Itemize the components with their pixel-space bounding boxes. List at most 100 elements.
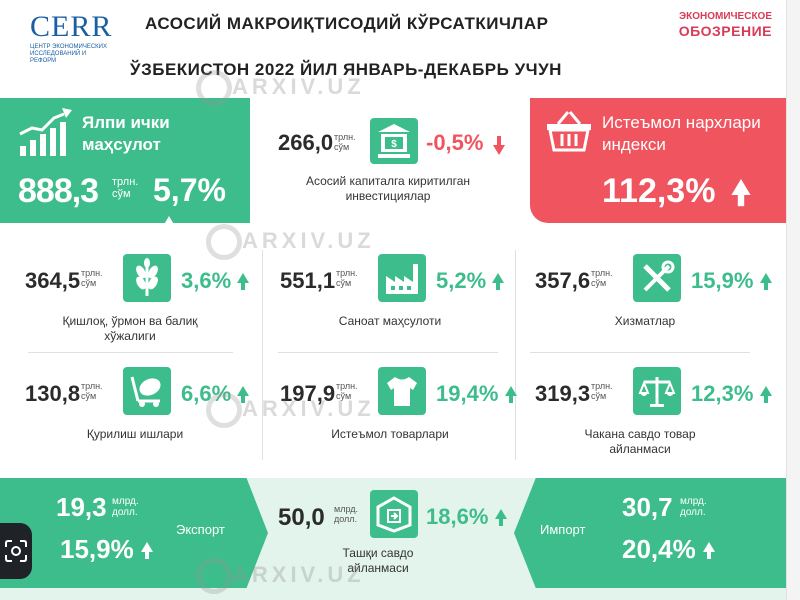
watermark-ring: [196, 558, 232, 594]
import-growth: 20,4%: [622, 534, 715, 565]
investment-label: Асосий капиталга киритилган инвестицияла…: [305, 174, 471, 203]
gdp-unit: трлн. сўм: [112, 176, 139, 200]
import-band: Импорт 30,7 млрд. долл. 20,4%: [514, 478, 786, 588]
investment-change: -0,5%: [426, 130, 505, 156]
watermark-ring: [206, 392, 242, 428]
cpi-label: Истеъмол нархлари индекси: [602, 113, 761, 154]
import-value: 30,7: [622, 492, 673, 522]
sector-label: Хизматлар: [614, 314, 676, 328]
sector-unit: трлн. сўм: [591, 381, 613, 401]
sector-value: 197,9: [280, 381, 336, 406]
sector-value: 551,1: [280, 268, 336, 293]
divider: [515, 250, 516, 460]
sector-cell-agriculture: 364,5 трлн. сўм 3,6% Қишлоқ, ўрмон ва ба…: [25, 252, 275, 352]
arrow-up-icon: [237, 273, 250, 291]
tools-icon: [633, 254, 681, 302]
cerr-logo-text: CERR: [30, 10, 113, 43]
sector-unit: трлн. сўм: [591, 268, 613, 288]
sector-value: 364,5: [25, 268, 81, 293]
factory-icon: [378, 254, 426, 302]
divider: [262, 250, 263, 460]
trade-turnover-block: 50,0 млрд. долл. 18,6% Ташқи савдо айлан…: [278, 490, 508, 590]
arrow-down-icon: [492, 136, 505, 156]
header: CERR ЦЕНТР ЭКОНОМИЧЕСКИХ ИССЛЕДОВАНИЙ И …: [0, 0, 786, 92]
watermark-ring: [196, 70, 232, 106]
divider: [530, 352, 750, 353]
sector-cell-services: 357,6 трлн. сўм 15,9% Хизматлар: [535, 252, 785, 352]
sector-unit: трлн. сўм: [336, 268, 358, 288]
arrow-up-icon: [504, 386, 517, 404]
sector-growth-value: 5,2%: [436, 268, 487, 293]
sector-value: 130,8: [25, 381, 81, 406]
divider: [28, 352, 233, 353]
concrete-mixer-icon: [123, 367, 171, 415]
bank-money-icon: $: [370, 118, 418, 164]
gdp-growth-value: 5,7%: [153, 172, 226, 208]
trade-unit: млрд. долл.: [334, 504, 358, 524]
sector-label: Қурилиш ишлари: [86, 427, 184, 441]
wheat-icon: [123, 254, 171, 302]
cerr-logo-subtext: ЦЕНТР ЭКОНОМИЧЕСКИХ ИССЛЕДОВАНИЙ И РЕФОР…: [30, 44, 107, 64]
sector-label: Истеъмол товарлари: [331, 427, 449, 441]
sector-label: Чакана савдо товар айланмаси: [584, 427, 696, 456]
export-growth-value: 15,9%: [60, 534, 134, 564]
import-unit: млрд. долл.: [680, 496, 707, 518]
arrow-up-icon: [731, 179, 751, 207]
watermark-ring: [206, 224, 242, 260]
lens-icon: [5, 540, 27, 562]
sector-growth-value: 19,4%: [436, 381, 499, 406]
gdp-panel: Ялпи ички маҳсулот 888,3 трлн. сўм 5,7%: [0, 98, 250, 223]
trade-label: Ташқи савдо айланмаси: [342, 546, 414, 575]
cpi-panel: Истеъмол нархлари индекси 112,3%: [530, 98, 786, 223]
cerr-logo: CERR ЦЕНТР ЭКОНОМИЧЕСКИХ ИССЛЕДОВАНИЙ И …: [30, 10, 120, 64]
sector-value: 357,6: [535, 268, 591, 293]
arrow-up-icon: [237, 386, 250, 404]
export-growth: 15,9%: [60, 534, 153, 565]
sector-growth: 19,4%: [436, 381, 517, 407]
sector-unit: трлн. сўм: [81, 268, 103, 288]
logo-eco-line1: ЭКОНОМИЧЕСКОЕ: [679, 11, 772, 22]
trade-growth-value: 18,6%: [426, 504, 489, 529]
basket-icon: [547, 111, 591, 152]
investment-change-value: -0,5%: [426, 130, 484, 155]
sector-label: Саноат маҳсулоти: [338, 314, 442, 328]
import-growth-value: 20,4%: [622, 534, 696, 564]
vertical-scrollbar[interactable]: [786, 0, 800, 600]
arrow-up-icon: [759, 273, 772, 291]
investment-block: 266,0 трлн. сўм $ -0,5% Асосий капиталга…: [278, 118, 518, 218]
ekonomicheskoe-obozrenie-logo: ЭКОНОМИЧЕСКОЕ ОБОЗРЕНИЕ: [672, 10, 772, 38]
sector-growth: 5,2%: [436, 268, 505, 294]
google-lens-button[interactable]: [0, 523, 32, 579]
sector-growth-value: 3,6%: [181, 268, 232, 293]
scales-icon: [633, 367, 681, 415]
page-title: АСОСИЙ МАКРОИҚТИСОДИЙ КЎРСАТКИЧЛАР: [145, 14, 549, 33]
arrow-up-icon: [492, 273, 505, 291]
svg-text:$: $: [391, 139, 397, 150]
arrow-up-icon: [159, 215, 179, 223]
sector-cell-consumer-goods: 197,9 трлн. сўм 19,4% Истеъмол товарлари: [280, 365, 530, 465]
trade-growth: 18,6%: [426, 504, 507, 530]
sector-unit: трлн. сўм: [81, 381, 103, 401]
arrow-up-icon: [759, 386, 772, 404]
arrow-up-icon: [140, 542, 153, 560]
gdp-label: Ялпи ички маҳсулот: [82, 113, 170, 154]
arrow-up-icon: [702, 542, 715, 560]
sector-cell-retail: 319,3 трлн. сўм 12,3% Чакана савдо товар…: [535, 365, 785, 465]
sector-growth-value: 15,9%: [691, 268, 754, 293]
export-unit: млрд. долл.: [112, 496, 139, 518]
box-exchange-icon: [370, 490, 418, 538]
sector-cell-industry: 551,1 трлн. сўм 5,2% Саноат маҳсулоти: [280, 252, 530, 352]
sector-value: 319,3: [535, 381, 591, 406]
export-label: Экспорт: [176, 522, 225, 537]
export-value: 19,3: [56, 492, 107, 522]
sector-unit: трлн. сўм: [336, 381, 358, 401]
growth-chart-icon: [19, 108, 72, 156]
import-label: Импорт: [540, 522, 586, 537]
cpi-value: 112,3%: [602, 172, 751, 211]
page-subtitle: ЎЗБЕКИСТОН 2022 ЙИЛ ЯНВАРЬ-ДЕКАБРЬ УЧУН: [130, 60, 562, 79]
investment-unit: трлн. сўм: [334, 132, 356, 152]
investment-value: 266,0: [278, 130, 334, 155]
divider: [278, 352, 498, 353]
gdp-value: 888,3: [18, 172, 99, 210]
